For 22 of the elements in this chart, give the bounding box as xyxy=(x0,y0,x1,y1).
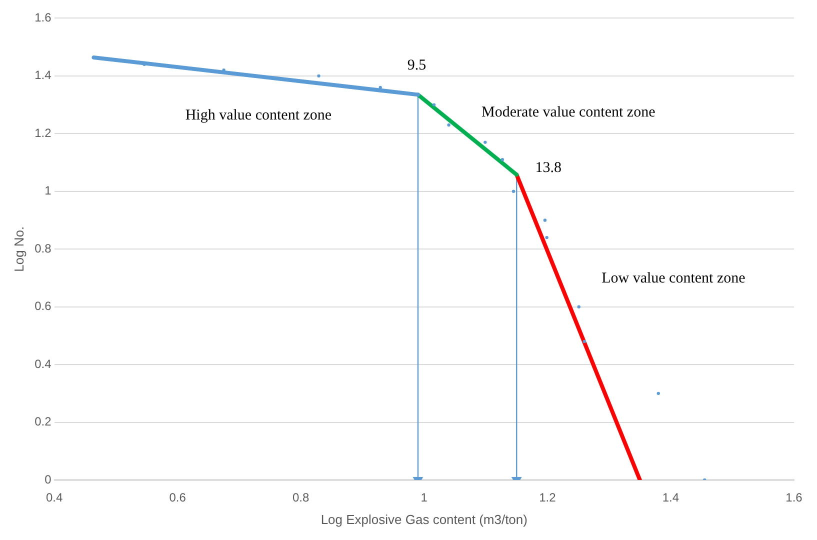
annotation: 13.8 xyxy=(535,160,562,176)
y-tick-label: 1.2 xyxy=(34,126,52,140)
annotation: Low value content zone xyxy=(602,270,746,287)
annotation: High value content zone xyxy=(185,108,332,124)
y-axis-title: Log No. xyxy=(11,226,26,272)
y-tick-label: 1.6 xyxy=(34,10,52,25)
x-tick-label: 0.6 xyxy=(169,490,186,505)
annotation: Moderate value content zone xyxy=(482,104,656,120)
y-tick-label: 0.6 xyxy=(34,299,52,314)
annotation: 9.5 xyxy=(407,58,426,74)
x-tick-label: 1.2 xyxy=(539,490,556,505)
y-tick-label: 0.2 xyxy=(34,414,52,429)
y-tick-label: 0.8 xyxy=(34,241,52,256)
x-tick-label: 1.4 xyxy=(662,490,680,505)
y-tick-label: 0.4 xyxy=(34,356,52,371)
x-axis-title: Log Explosive Gas content (m3/ton) xyxy=(320,512,528,527)
y-tick-label: 1.4 xyxy=(34,68,52,82)
y-tick-label: 0 xyxy=(44,472,52,486)
y-tick-label: 1 xyxy=(44,184,52,198)
x-tick-label: 0.8 xyxy=(292,490,310,505)
x-tick-label: 1 xyxy=(420,490,428,505)
x-tick-label: 1.6 xyxy=(786,490,803,505)
